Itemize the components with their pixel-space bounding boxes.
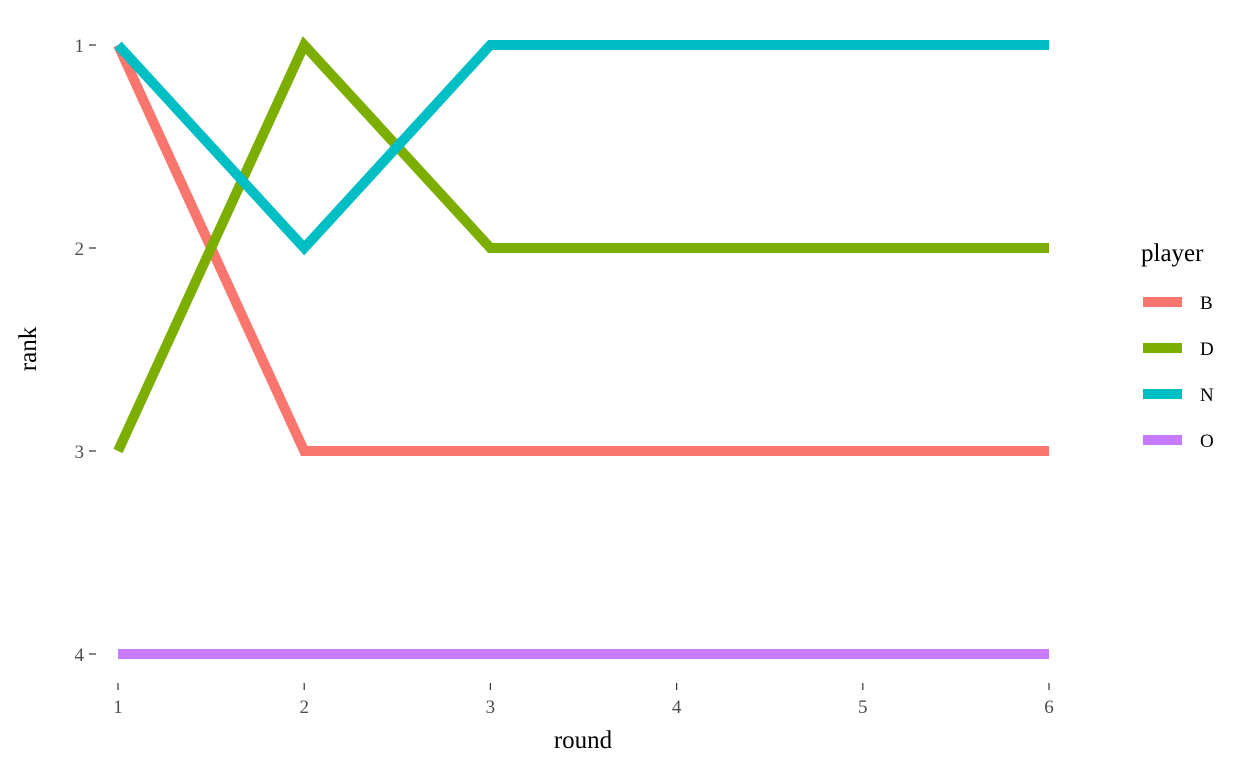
x-tick-label: 2 [299,697,309,718]
y-tick-label: 1 [75,36,85,57]
y-axis: 1 2 3 4 [75,36,96,666]
x-tick-label: 3 [486,697,496,718]
legend-item-b: B [1143,293,1213,314]
x-axis-title: round [554,727,613,754]
legend-item-n: N [1143,385,1214,406]
y-tick-label: 2 [75,239,85,260]
legend-label: O [1200,431,1214,452]
x-tick-label: 5 [858,697,868,718]
y-tick-label: 3 [75,442,85,463]
plot-panel [113,36,1049,659]
x-tick-label: 1 [113,697,123,718]
legend: player B D N O [1141,240,1214,452]
legend-label: N [1200,385,1214,406]
y-tick-label: 4 [75,645,85,666]
series-line-b [113,42,1049,456]
series-line-d [113,36,1049,454]
x-axis: 1 2 3 4 5 6 [113,683,1054,718]
legend-item-d: D [1143,339,1214,360]
legend-title: player [1141,240,1204,267]
y-axis-title: rank [15,326,42,371]
legend-label: B [1200,293,1213,314]
legend-item-o: O [1143,431,1214,452]
series-line-n [114,40,1049,256]
x-tick-label: 4 [672,697,682,718]
x-tick-label: 6 [1044,697,1054,718]
legend-label: D [1200,339,1214,360]
